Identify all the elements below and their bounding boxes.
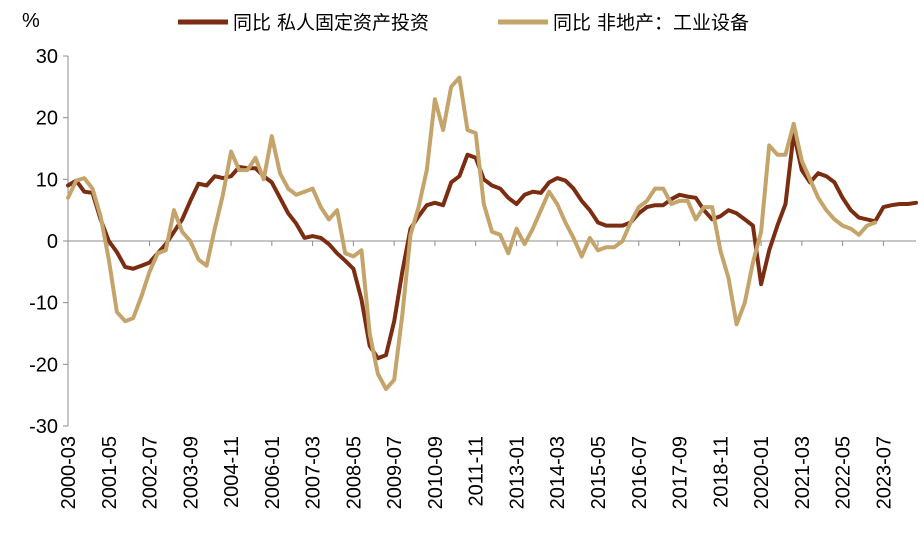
- y-tick-label: -20: [29, 354, 58, 376]
- y-tick-label: 30: [36, 46, 58, 68]
- series-line-1: [66, 75, 878, 391]
- series-line-0: [66, 131, 918, 361]
- x-tick-label: 2003-09: [180, 436, 202, 509]
- x-tick-label: 2017-09: [670, 436, 692, 509]
- x-tick-label: 2020-01: [751, 436, 773, 509]
- x-tick-label: 2002-07: [140, 436, 162, 509]
- series-layer: [66, 75, 918, 391]
- x-tick-label: 2010-09: [425, 436, 447, 509]
- y-axis: 30 20 10 0 -10 -20 -30: [29, 46, 69, 438]
- x-tick-label: 2009-07: [384, 436, 406, 509]
- x-tick-label: 2018-11: [710, 436, 732, 508]
- legend-label-private-investment: 同比 私人固定资产投资: [233, 12, 429, 34]
- y-tick-label: -10: [29, 293, 58, 315]
- y-tick-label: 10: [36, 169, 58, 191]
- y-tick-label: 0: [47, 231, 58, 253]
- y-tick-label: 20: [36, 108, 58, 130]
- x-axis: 2000-03 2001-05 2002-07 2003-09 2004-11 2006-…: [58, 240, 916, 509]
- x-tick-label: 2023-07: [873, 436, 895, 509]
- x-tick-label: 2016-07: [629, 436, 651, 509]
- x-tick-label: 2015-05: [588, 436, 610, 509]
- x-tick-label: 2000-03: [58, 436, 80, 509]
- x-tick-label: 2021-03: [792, 436, 814, 509]
- legend: 同比 私人固定资产投资 同比 非地产：工业设备: [178, 12, 749, 34]
- x-tick-label: 2007-03: [303, 436, 325, 509]
- x-tick-label: 2014-03: [547, 436, 569, 509]
- y-axis-unit-label: %: [22, 10, 40, 32]
- x-tick-label: 2008-05: [343, 436, 365, 509]
- y-tick-label: -30: [29, 416, 58, 438]
- x-tick-label: 2011-11: [466, 436, 488, 506]
- x-tick-label: 2013-01: [506, 436, 528, 509]
- legend-label-industrial-equipment: 同比 非地产：工业设备: [553, 12, 749, 34]
- x-tick-label: 2001-05: [99, 436, 121, 509]
- x-tick-label: 2006-01: [262, 436, 284, 509]
- x-tick-label: 2022-05: [833, 436, 855, 509]
- x-tick-label: 2004-11: [221, 436, 243, 508]
